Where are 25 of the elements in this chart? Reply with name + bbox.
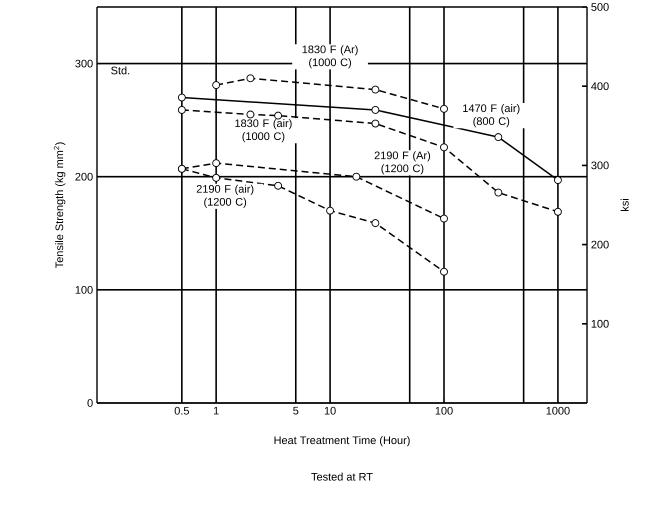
y2-tick-label: 300 bbox=[591, 162, 609, 170]
y2-tick-label: 400 bbox=[591, 82, 609, 90]
x-tick-label: 100 bbox=[436, 406, 453, 415]
series-label: 2190 F (Ar) (1200 C) bbox=[374, 151, 430, 174]
y2-tick-label: 500 bbox=[591, 3, 609, 11]
y2-axis-title: ksi bbox=[620, 199, 629, 211]
series-label: 2190 F (air) (1200 C) bbox=[196, 184, 254, 208]
series-label: 1470 F (air) (800 C) bbox=[463, 104, 520, 128]
text: Tested at RT bbox=[311, 472, 373, 481]
annotation: Std. bbox=[111, 66, 130, 74]
x-tick-label: 1 bbox=[214, 406, 219, 414]
y-tick-label: 100 bbox=[76, 286, 93, 294]
y-axis-title: Tensile Strength (kg mm$^{2}$) bbox=[54, 142, 66, 268]
y-tick-label: 200 bbox=[75, 172, 93, 181]
x-tick-label: 1000 bbox=[546, 406, 570, 415]
x-tick-label: 0.5 bbox=[174, 406, 189, 415]
series-label: 1830 F (Ar) (1000 C) bbox=[302, 45, 358, 68]
x-tick-label: 10 bbox=[324, 406, 336, 415]
series-label: 1830 F (air) (1000 C) bbox=[235, 119, 292, 142]
y2-tick-label: 200 bbox=[591, 240, 609, 248]
y-tick-label: 0 bbox=[87, 399, 93, 407]
y-tick-label: 300 bbox=[75, 60, 93, 68]
x-axis-title: Heat Treatment Time (Hour) bbox=[274, 436, 410, 446]
x-tick-label: 5 bbox=[293, 406, 298, 414]
y2-tick-label: 100 bbox=[592, 320, 609, 328]
